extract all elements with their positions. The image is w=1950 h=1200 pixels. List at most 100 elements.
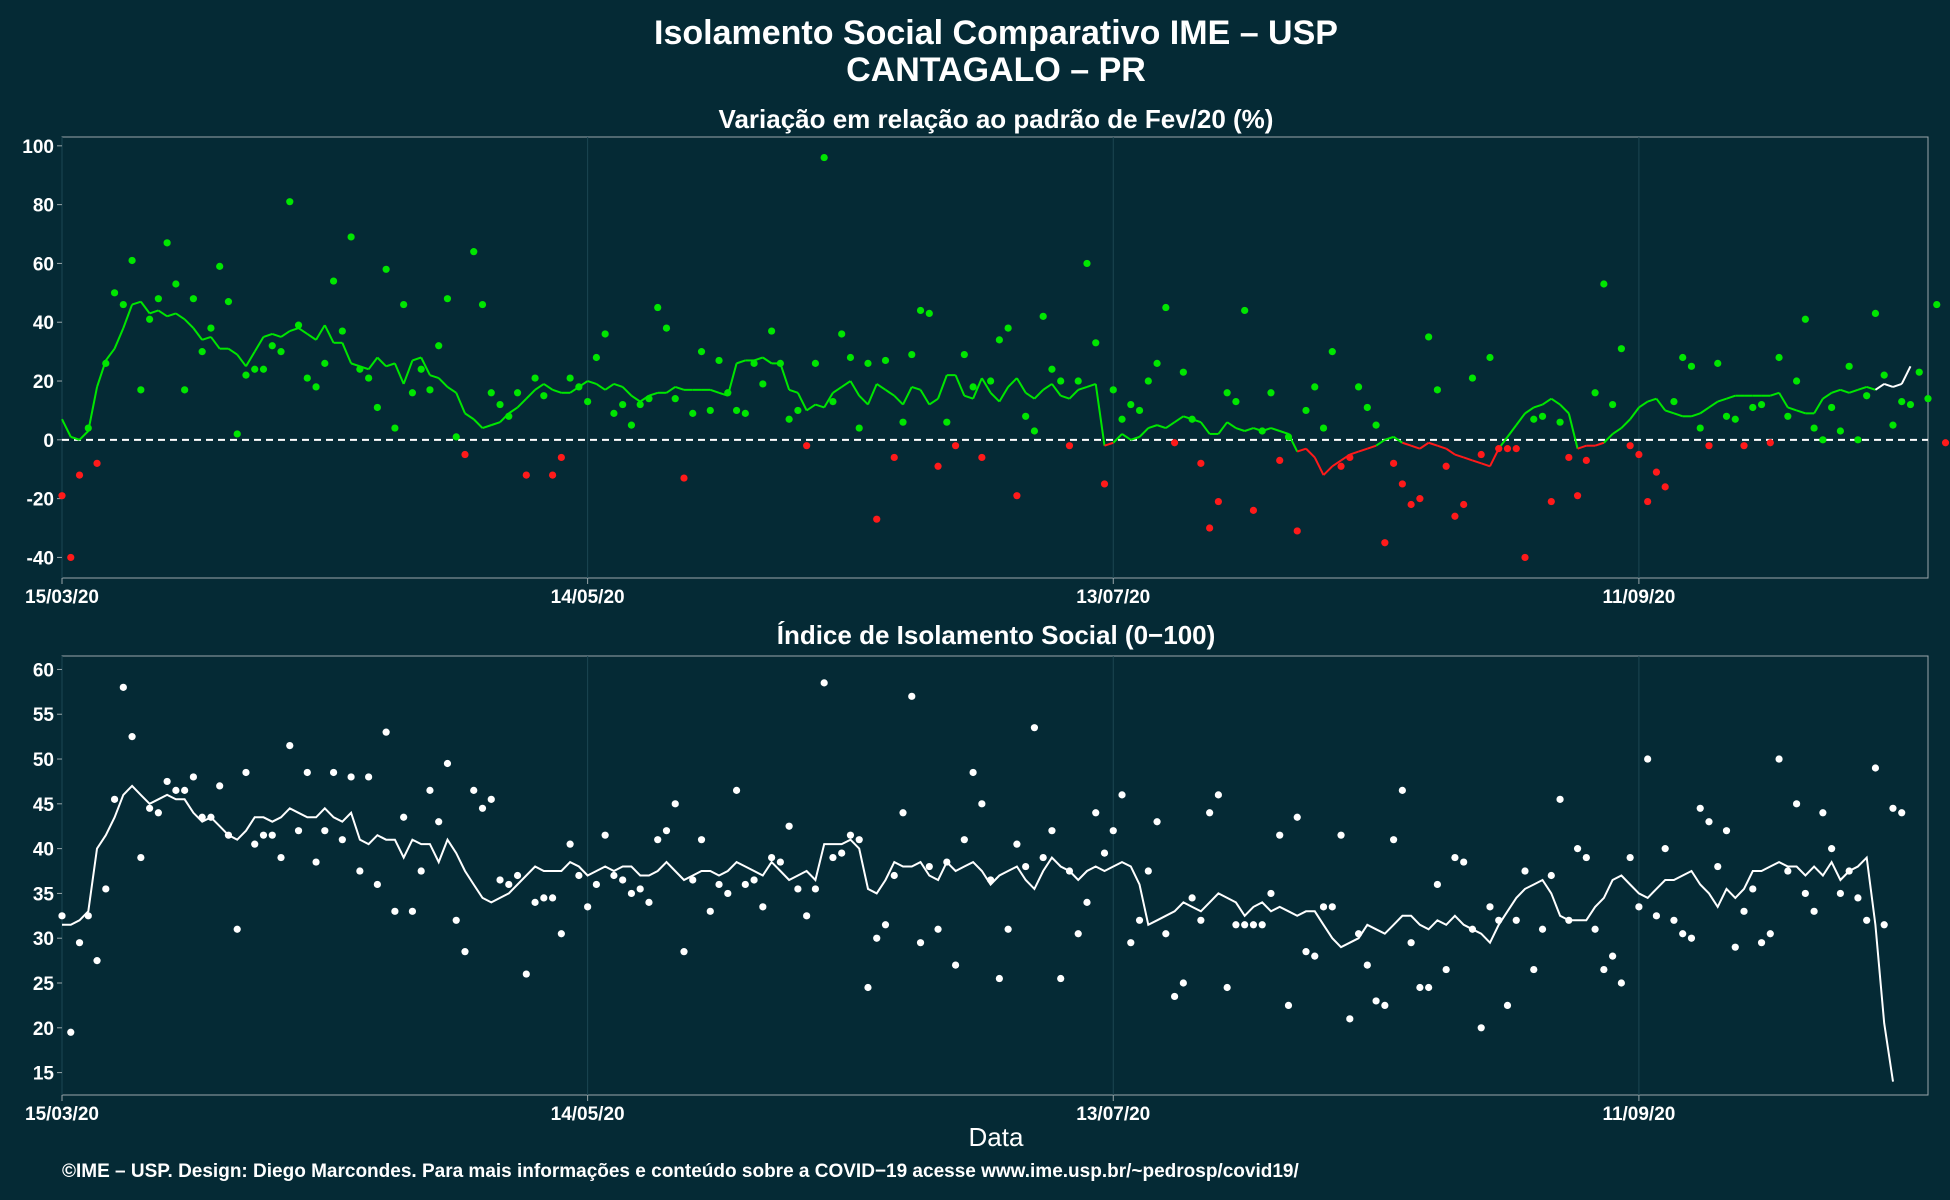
moving-average-segment <box>149 309 159 315</box>
moving-average-segment <box>858 395 869 406</box>
daily-point <box>1162 930 1170 938</box>
moving-average-segment <box>1358 447 1368 453</box>
moving-average-segment <box>621 386 633 397</box>
daily-point <box>1311 952 1319 960</box>
daily-point <box>803 442 811 450</box>
daily-point <box>855 836 863 844</box>
daily-point <box>1854 894 1862 902</box>
daily-point <box>1854 436 1862 444</box>
daily-point <box>1302 948 1310 956</box>
moving-average-segment <box>1419 441 1430 450</box>
daily-point <box>1573 845 1582 853</box>
daily-point <box>110 289 119 297</box>
daily-point <box>181 386 189 394</box>
moving-average-segment <box>779 363 791 391</box>
moving-average-segment <box>1322 465 1333 476</box>
moving-average-segment <box>1559 403 1570 415</box>
daily-point <box>408 389 417 397</box>
daily-point <box>1556 418 1564 426</box>
moving-average-segment <box>1121 433 1132 441</box>
daily-point <box>619 876 627 884</box>
daily-point <box>916 939 925 947</box>
daily-point <box>1354 383 1363 391</box>
daily-point <box>1573 492 1582 500</box>
daily-point <box>1258 921 1266 929</box>
daily-point <box>1241 921 1249 929</box>
daily-point <box>908 692 916 700</box>
moving-average-segment <box>972 377 983 400</box>
daily-point <box>259 365 268 373</box>
daily-point <box>1302 406 1310 415</box>
moving-average-segment <box>482 424 492 430</box>
daily-point <box>1030 427 1039 435</box>
moving-average-segment <box>1147 424 1158 430</box>
daily-point <box>636 885 644 893</box>
daily-point <box>601 330 609 338</box>
daily-point <box>1766 930 1774 938</box>
main-title: Isolamento Social Comparativo IME – USP <box>654 14 1338 52</box>
moving-average-segment <box>1445 447 1456 456</box>
daily-point <box>312 858 320 866</box>
daily-point <box>1792 800 1801 808</box>
moving-average-segment <box>280 330 291 338</box>
moving-average-segment <box>1051 383 1062 397</box>
x-tick-label: 13/07/20 <box>1076 587 1150 608</box>
daily-point <box>505 412 513 420</box>
daily-point <box>1135 406 1144 415</box>
daily-point <box>925 309 933 317</box>
daily-point <box>540 392 548 400</box>
moving-average-segment <box>393 362 405 385</box>
daily-point <box>1521 867 1529 875</box>
daily-point <box>1495 445 1503 453</box>
daily-point <box>785 415 793 423</box>
daily-point <box>496 400 504 409</box>
daily-point <box>1390 836 1398 844</box>
daily-point <box>58 912 66 920</box>
daily-point <box>592 880 600 889</box>
daily-point <box>382 728 390 736</box>
daily-point <box>1293 813 1301 821</box>
daily-point <box>1757 400 1766 409</box>
moving-average-segment <box>1840 388 1850 394</box>
daily-point <box>181 786 189 794</box>
moving-average-segment <box>1068 389 1079 400</box>
moving-average-segment <box>1717 397 1727 403</box>
daily-point <box>259 831 268 839</box>
moving-average-segment <box>1296 447 1307 453</box>
moving-average-segment <box>1156 424 1167 430</box>
daily-point <box>286 741 294 750</box>
moving-average-segment <box>1138 427 1150 438</box>
daily-point <box>338 327 346 335</box>
daily-point <box>1915 368 1923 376</box>
moving-average-segment <box>1515 412 1526 426</box>
y-tick-label: 20 <box>33 1019 54 1040</box>
daily-point <box>513 871 522 880</box>
daily-point <box>864 983 872 992</box>
x-tick-label: 14/05/20 <box>551 587 625 608</box>
daily-point <box>1206 524 1214 532</box>
moving-average-segment <box>1331 459 1342 468</box>
daily-point <box>1416 983 1424 992</box>
daily-point <box>1819 809 1827 817</box>
daily-point <box>347 233 355 241</box>
daily-point <box>978 453 986 462</box>
moving-average-segment <box>412 356 422 362</box>
moving-average-segment <box>367 356 379 370</box>
daily-point <box>1179 368 1187 376</box>
daily-point <box>873 934 881 942</box>
daily-point <box>1232 921 1240 929</box>
daily-point <box>1775 755 1783 763</box>
daily-point <box>1100 849 1109 857</box>
moving-average-segment <box>937 374 948 400</box>
daily-point <box>268 831 276 839</box>
daily-point <box>356 365 364 373</box>
daily-point <box>1670 398 1678 406</box>
daily-point <box>1635 903 1643 911</box>
daily-point <box>1118 791 1126 799</box>
moving-average-segment <box>1796 409 1806 415</box>
daily-point <box>1547 871 1555 880</box>
daily-point <box>829 853 837 862</box>
daily-point <box>1906 400 1915 409</box>
daily-point <box>1468 925 1477 933</box>
moving-average-segment <box>753 356 764 362</box>
